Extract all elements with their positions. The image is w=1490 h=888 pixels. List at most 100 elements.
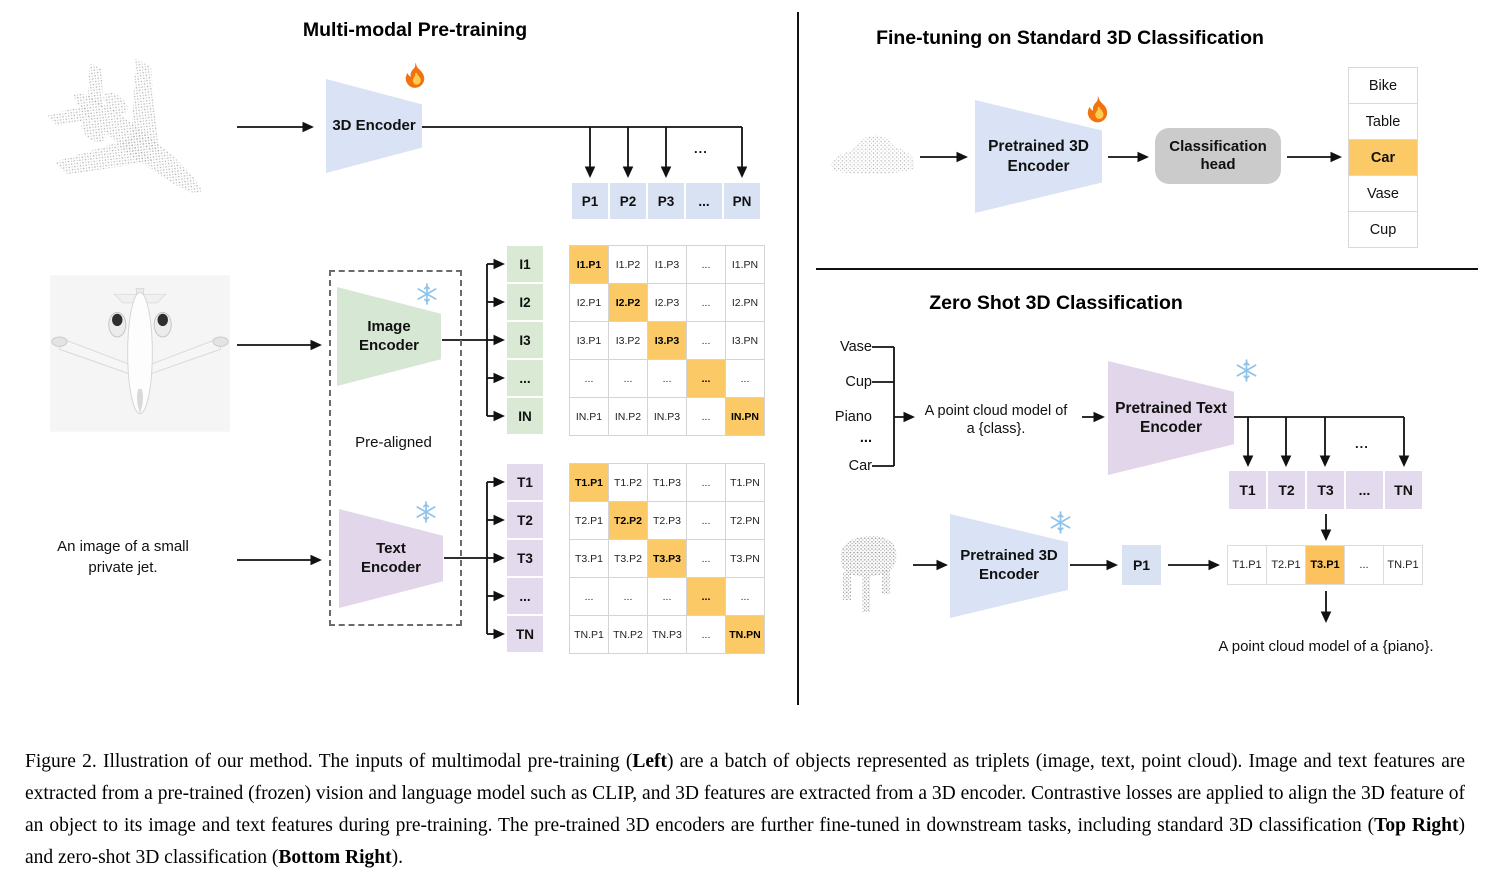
matrix-cell: T1.PN (726, 464, 765, 502)
snowflake-icon (1050, 511, 1071, 534)
class-name: Car (848, 458, 872, 474)
p-cell: P1 (572, 183, 608, 219)
t-cell: T3 (1307, 471, 1344, 509)
p1-feature-box: P1 (1122, 545, 1161, 585)
matrix-cell: ... (570, 578, 609, 616)
matrix-cell: IN.PN (726, 398, 765, 436)
matrix-cell: ... (687, 360, 726, 398)
matrix-cell: I3.P3 (648, 322, 687, 360)
i-cell: IN (507, 398, 543, 434)
caption-bold: Top Right (1374, 814, 1459, 836)
matrix-cell: T2.PN (726, 502, 765, 540)
snowflake-icon (1236, 359, 1257, 382)
ellipsis: ... (1355, 436, 1369, 451)
p-feature-row: P1 P2 P3 ... PN (572, 183, 760, 219)
text-feature-column: T1 T2 T3 ... TN (507, 464, 543, 652)
snowflake-icon (416, 501, 436, 523)
matrix-cell: ... (687, 398, 726, 436)
matrix-cell: ... (609, 360, 648, 398)
matrix-cell: I1.P3 (648, 246, 687, 284)
t-cell: T3 (507, 540, 543, 576)
matrix-cell: I2.P3 (648, 284, 687, 322)
result-cell-predicted: T3.P1 (1306, 546, 1345, 585)
prompt-template: A point cloud model of a {class}. (908, 402, 1084, 438)
matrix-cell: ... (648, 578, 687, 616)
matrix-cell: TN.P1 (570, 616, 609, 654)
p-cell: PN (724, 183, 760, 219)
class-item: Cup (1349, 212, 1418, 248)
matrix-cell: TN.PN (726, 616, 765, 654)
text-input-caption: An image of a small private jet. (28, 536, 218, 578)
i-cell: I3 (507, 322, 543, 358)
matrix-cell: T2.P3 (648, 502, 687, 540)
matrix-cell: ... (687, 464, 726, 502)
i-cell: I2 (507, 284, 543, 320)
matrix-cell: ... (648, 360, 687, 398)
pretrained-3d-encoder: Pretrained 3D Encoder (975, 100, 1102, 213)
matrix-cell: T3.P2 (609, 540, 648, 578)
zeroshot-title: Zero Shot 3D Classification (929, 292, 1183, 314)
jet-photo (50, 275, 230, 432)
matrix-cell: ... (687, 246, 726, 284)
matrix-cell: I3.P2 (609, 322, 648, 360)
matrix-cell: T1.P1 (570, 464, 609, 502)
matrix-cell: I2.P1 (570, 284, 609, 322)
matrix-cell: I1.P1 (570, 246, 609, 284)
image-feature-column: I1 I2 I3 ... IN (507, 246, 543, 434)
t-cell: T2 (1268, 471, 1305, 509)
matrix-cell: T3.PN (726, 540, 765, 578)
matrix-cell: TN.P3 (648, 616, 687, 654)
result-cell: T2.P1 (1267, 546, 1306, 585)
fire-icon (1087, 96, 1108, 123)
fire-icon (405, 62, 425, 88)
class-name: Cup (845, 374, 872, 390)
matrix-cell: IN.P3 (648, 398, 687, 436)
matrix-cell: T2.P2 (609, 502, 648, 540)
matrix-cell: TN.P2 (609, 616, 648, 654)
caption-text: ) and zero-shot 3D classification ( (25, 814, 1465, 868)
caption-text: Figure 2. Illustration of our method. Th… (25, 750, 633, 772)
matrix-cell: I3.PN (726, 322, 765, 360)
t-cell: TN (507, 616, 543, 652)
text-line: private jet. (88, 559, 158, 576)
zeroshot-prediction-text: A point cloud model of a {piano}. (1218, 638, 1434, 655)
i-cell: ... (507, 360, 543, 396)
text-encoder-label: Text Encoder (360, 539, 421, 576)
classification-head-label: head (1200, 156, 1236, 173)
pretraining-title: Multi-modal Pre-training (302, 19, 528, 41)
pre-aligned-box (329, 270, 462, 626)
caption-text: ). (391, 846, 403, 868)
piano-point-cloud (840, 536, 897, 612)
airplane-point-cloud (47, 57, 202, 194)
matrix-cell: T2.P1 (570, 502, 609, 540)
p-cell: P3 (648, 183, 684, 219)
matrix-cell: I2.PN (726, 284, 765, 322)
t-cell: ... (507, 578, 543, 614)
caption-bold: Bottom Right (278, 846, 392, 868)
class-item: Table (1349, 104, 1418, 140)
caption-text: ) are a batch of objects represented as … (25, 750, 1465, 836)
class-item-predicted: Car (1349, 140, 1418, 176)
matrix-cell: ... (609, 578, 648, 616)
car-point-cloud (830, 135, 915, 174)
snowflake-icon (417, 283, 437, 305)
matrix-cell: IN.P1 (570, 398, 609, 436)
matrix-cell: T3.P1 (570, 540, 609, 578)
matrix-cell: ... (687, 616, 726, 654)
matrix-cell: T3.P3 (648, 540, 687, 578)
classification-head-label: Classification (1169, 138, 1267, 155)
class-item: Bike (1349, 68, 1418, 104)
text-feature-row: T1 T2 T3 ... TN (1229, 471, 1422, 509)
pre-aligned-label: Pre-aligned (355, 434, 432, 451)
pretrained-3d-encoder-label: Pretrained 3D Encoder (960, 547, 1058, 583)
text-line: An image of a small (57, 538, 189, 555)
t-cell: T1 (507, 464, 543, 500)
p-cell: P2 (610, 183, 646, 219)
matrix-cell: ... (687, 502, 726, 540)
class-list: Bike Table Car Vase Cup (1348, 67, 1418, 248)
result-cell: TN.P1 (1384, 546, 1423, 585)
class-item: Vase (1349, 176, 1418, 212)
matrix-cell: ... (726, 360, 765, 398)
class-name: Vase (840, 339, 872, 355)
class-name: Piano (834, 409, 872, 425)
